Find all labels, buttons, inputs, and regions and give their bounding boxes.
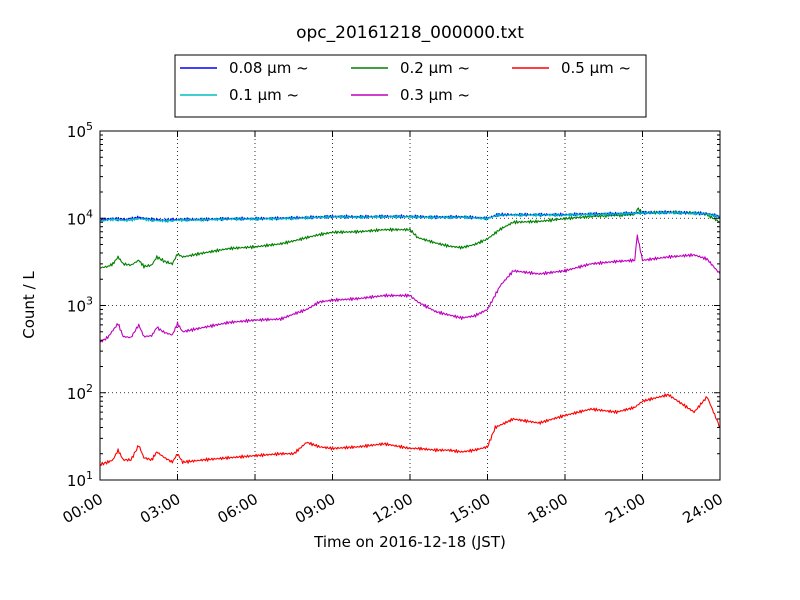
chart-title: opc_20161218_000000.txt bbox=[296, 23, 524, 43]
legend-label: 0.2 μm ~ bbox=[400, 59, 470, 77]
series-line bbox=[99, 210, 721, 222]
y-axis-label: Count / L bbox=[20, 271, 38, 339]
x-axis-label: Time on 2016-12-18 (JST) bbox=[313, 533, 506, 551]
series-line bbox=[99, 210, 721, 223]
series-line bbox=[99, 393, 721, 466]
legend-label: 0.08 μm ~ bbox=[229, 59, 309, 77]
legend: 0.08 μm ~ 0.1 μm ~ 0.2 μm ~ 0.3 μm ~ 0.5 μm … bbox=[174, 54, 647, 118]
plot-area bbox=[99, 130, 721, 481]
legend-label: 0.1 μm ~ bbox=[229, 86, 299, 104]
legend-items: 0.08 μm ~ 0.1 μm ~ 0.2 μm ~ 0.3 μm ~ 0.5 μm … bbox=[180, 59, 631, 104]
series-line bbox=[99, 234, 721, 343]
legend-box bbox=[174, 54, 647, 118]
plot-frame bbox=[99, 130, 721, 481]
legend-label: 0.3 μm ~ bbox=[400, 86, 470, 104]
series-lines bbox=[99, 207, 721, 466]
legend-label: 0.5 μm ~ bbox=[561, 59, 631, 77]
series-line bbox=[99, 207, 721, 269]
grid-lines bbox=[100, 131, 720, 480]
